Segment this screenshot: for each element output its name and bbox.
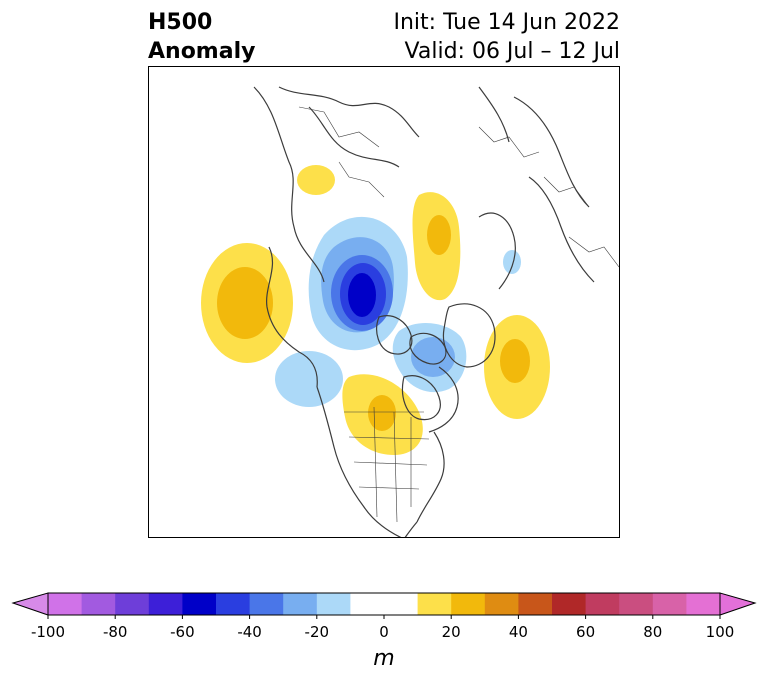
colorbar-bin <box>451 593 486 615</box>
colorbar-bins <box>48 593 721 615</box>
colorbar-bin <box>316 593 351 615</box>
colorbar-tick-label: -20 <box>304 623 330 641</box>
colorbar-bin <box>686 593 721 615</box>
political-borders <box>298 106 619 523</box>
colorbar-tick-label: -60 <box>170 623 195 641</box>
title-line-1: H500 <box>148 10 213 35</box>
colorbar-bin <box>48 593 83 615</box>
namerica-ridge-inner <box>368 395 396 431</box>
asia-ridge-inner <box>427 215 451 255</box>
valid-range: Valid: 06 Jul – 12 Jul <box>404 39 620 64</box>
colorbar-bin <box>417 593 452 615</box>
colorbar-ticks <box>47 615 721 619</box>
colorbar-bin <box>148 593 183 615</box>
colorbar-bin <box>552 593 587 615</box>
colorbar-unit: m <box>373 646 395 671</box>
colorbar-bin <box>115 593 150 615</box>
anomaly-shading <box>201 165 550 455</box>
colorbar-tick-label: 100 <box>705 623 735 641</box>
map-title: H500 Anomaly <box>148 8 255 66</box>
arctic-trough-core3 <box>348 273 376 317</box>
europe-negative <box>503 250 521 274</box>
colorbar-tick-label: 60 <box>576 623 596 641</box>
china-positive <box>297 165 335 195</box>
init-date: Init: Tue 14 Jun 2022 <box>393 10 621 35</box>
colorbar-bin <box>216 593 251 615</box>
title-line-2: Anomaly <box>148 39 256 64</box>
colorbar-bin <box>619 593 654 615</box>
atlantic-ridge-inner <box>500 339 530 383</box>
colorbar-tick-label: 20 <box>441 623 461 641</box>
colorbar-bin <box>652 593 687 615</box>
colorbar-tick-label: -40 <box>237 623 262 641</box>
colorbar-bin <box>484 593 519 615</box>
colorbar-tick-label: 40 <box>508 623 528 641</box>
colorbar-bin <box>283 593 318 615</box>
colorbar-tick-label: -100 <box>30 623 66 641</box>
colorbar-bin <box>249 593 284 615</box>
map-dates: Init: Tue 14 Jun 2022 Valid: 06 Jul – 12… <box>394 8 621 66</box>
colorbar-max-extend <box>719 592 757 616</box>
canada-trough-inner <box>411 337 455 377</box>
colorbar <box>11 592 757 619</box>
colorbar-bin <box>585 593 620 615</box>
colorbar-bin <box>350 593 419 615</box>
alaska-negative <box>275 351 343 407</box>
pacific-ridge-inner <box>217 267 273 339</box>
colorbar-tick-label: 80 <box>643 623 663 641</box>
colorbar-bin <box>182 593 217 615</box>
map-panel <box>148 66 620 538</box>
anomaly-map <box>201 86 619 537</box>
colorbar-bin <box>518 593 553 615</box>
colorbar-tick-label: -80 <box>102 623 128 641</box>
colorbar-bin <box>81 593 116 615</box>
colorbar-tick-label: 0 <box>379 623 389 641</box>
coastlines <box>253 86 595 537</box>
colorbar-min-extend <box>11 592 49 616</box>
